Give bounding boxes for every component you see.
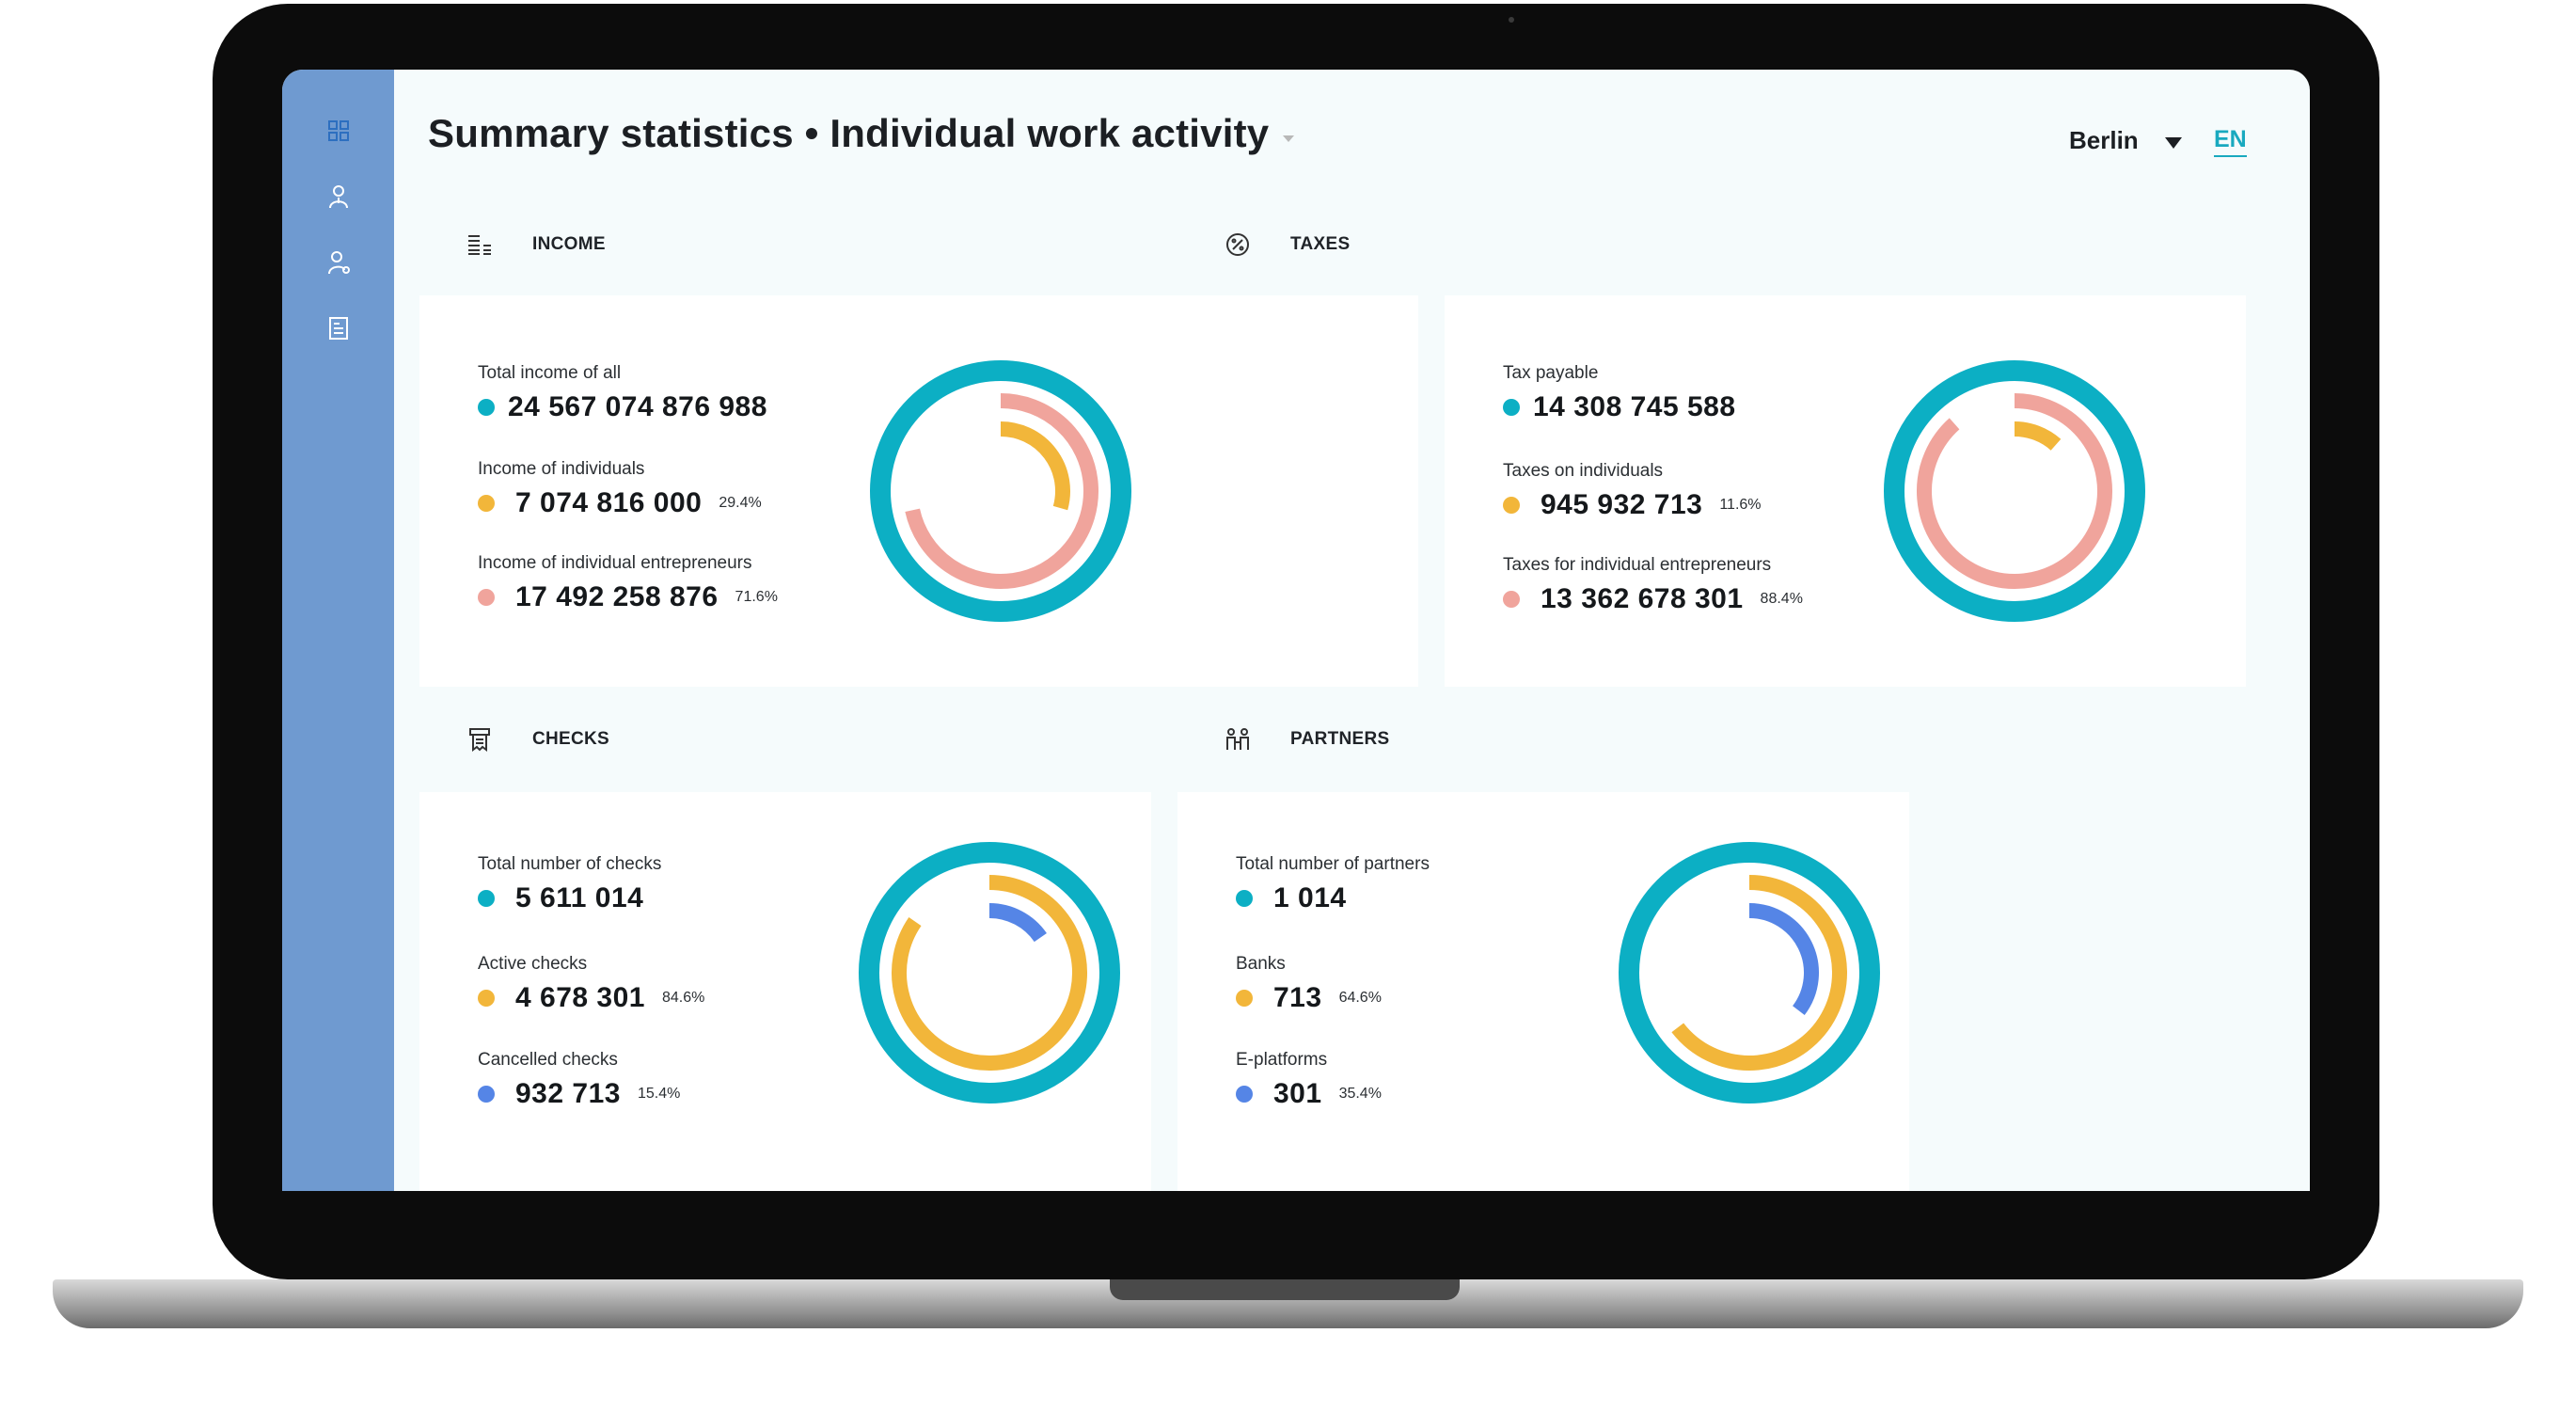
percent-circle-icon [1225,231,1251,258]
section-title: INCOME [532,234,606,254]
radial-bar-active-checks [892,875,1087,1071]
stat-taxes-entrepreneurs: Taxes for individual entrepreneurs 13 36… [1503,555,1803,614]
document-icon[interactable] [326,316,351,341]
stat-banks: Banks 713 64.6% [1236,954,1382,1013]
camera-dot [1509,17,1514,23]
legend-dot [478,890,495,907]
stat-total-partners: Total number of partners 1 014 [1236,854,1430,913]
section-title: CHECKS [532,729,610,749]
total-ring [1884,360,2145,622]
legend-dot [478,1086,495,1103]
app-screen: Summary statistics • Individual work act… [282,70,2310,1191]
receipt-icon [466,726,493,753]
checks-card: Total number of checks 5 611 014 Active … [419,792,1151,1191]
title-dropdown-caret-icon[interactable] [1283,135,1294,142]
legend-dot [478,990,495,1007]
radial-bar-e-platforms [1748,903,1819,1015]
partners-section-header: PARTNERS [1225,726,1390,753]
radial-bar-taxes-on-individuals [2014,421,2062,451]
people-icon [1225,726,1251,753]
radial-bar-banks [1671,875,1847,1071]
dashboard-grid-icon[interactable] [326,119,351,143]
section-title: TAXES [1290,234,1351,254]
person-icon[interactable] [326,184,351,209]
taxes-radial-chart [1884,360,2145,622]
stat-taxes-individuals: Taxes on individuals 945 932 713 11.6% [1503,461,1762,520]
section-title: PARTNERS [1290,729,1390,749]
taxes-section-header: TAXES [1225,231,1350,258]
partners-radial-chart [1619,842,1880,1103]
legend-dot [478,495,495,512]
chevron-down-icon[interactable] [2165,137,2182,149]
radial-bar-income-of-individuals [1000,421,1070,511]
stat-total-income: Total income of all 24 567 074 876 988 [478,363,767,422]
stat-cancelled-checks: Cancelled checks 932 713 15.4% [478,1050,681,1109]
total-ring [1619,842,1880,1103]
stat-e-platforms: E-platforms 301 35.4% [1236,1050,1382,1109]
laptop-notch [1110,1279,1460,1300]
radial-bar-income-of-individual-entrepreneurs [905,393,1098,589]
legend-dot [1503,497,1520,514]
checks-radial-chart [859,842,1120,1103]
sidebar [282,70,394,1191]
stat-active-checks: Active checks 4 678 301 84.6% [478,954,705,1013]
stat-tax-payable: Tax payable 14 308 745 588 [1503,363,1736,422]
stat-income-entrepreneurs: Income of individual entrepreneurs 17 49… [478,553,778,612]
total-ring [859,842,1120,1103]
income-section-header: INCOME [466,231,606,258]
income-card: Total income of all 24 567 074 876 988 I… [419,295,1418,687]
language-switch[interactable]: EN [2214,126,2247,157]
legend-dot [1236,890,1253,907]
stat-income-individuals: Income of individuals 7 074 816 000 29.4% [478,459,762,518]
income-radial-chart [870,360,1131,622]
checks-section-header: CHECKS [466,726,609,753]
list-icon [466,231,493,258]
partners-card: Total number of partners 1 014 Banks 713… [1177,792,1909,1191]
person-settings-icon[interactable] [326,250,351,275]
legend-dot [478,589,495,606]
stat-total-checks: Total number of checks 5 611 014 [478,854,662,913]
taxes-card: Tax payable 14 308 745 588 Taxes on indi… [1445,295,2246,687]
city-select[interactable]: Berlin [2069,126,2139,154]
legend-dot [478,399,495,416]
radial-bar-cancelled-checks [988,903,1047,943]
legend-dot [1236,990,1253,1007]
total-ring [870,360,1131,622]
page-title: Summary statistics • Individual work act… [428,111,1270,155]
radial-bar-taxes-for-individual-entrepreneurs [1917,393,2112,589]
legend-dot [1503,399,1520,416]
legend-dot [1236,1086,1253,1103]
legend-dot [1503,591,1520,608]
